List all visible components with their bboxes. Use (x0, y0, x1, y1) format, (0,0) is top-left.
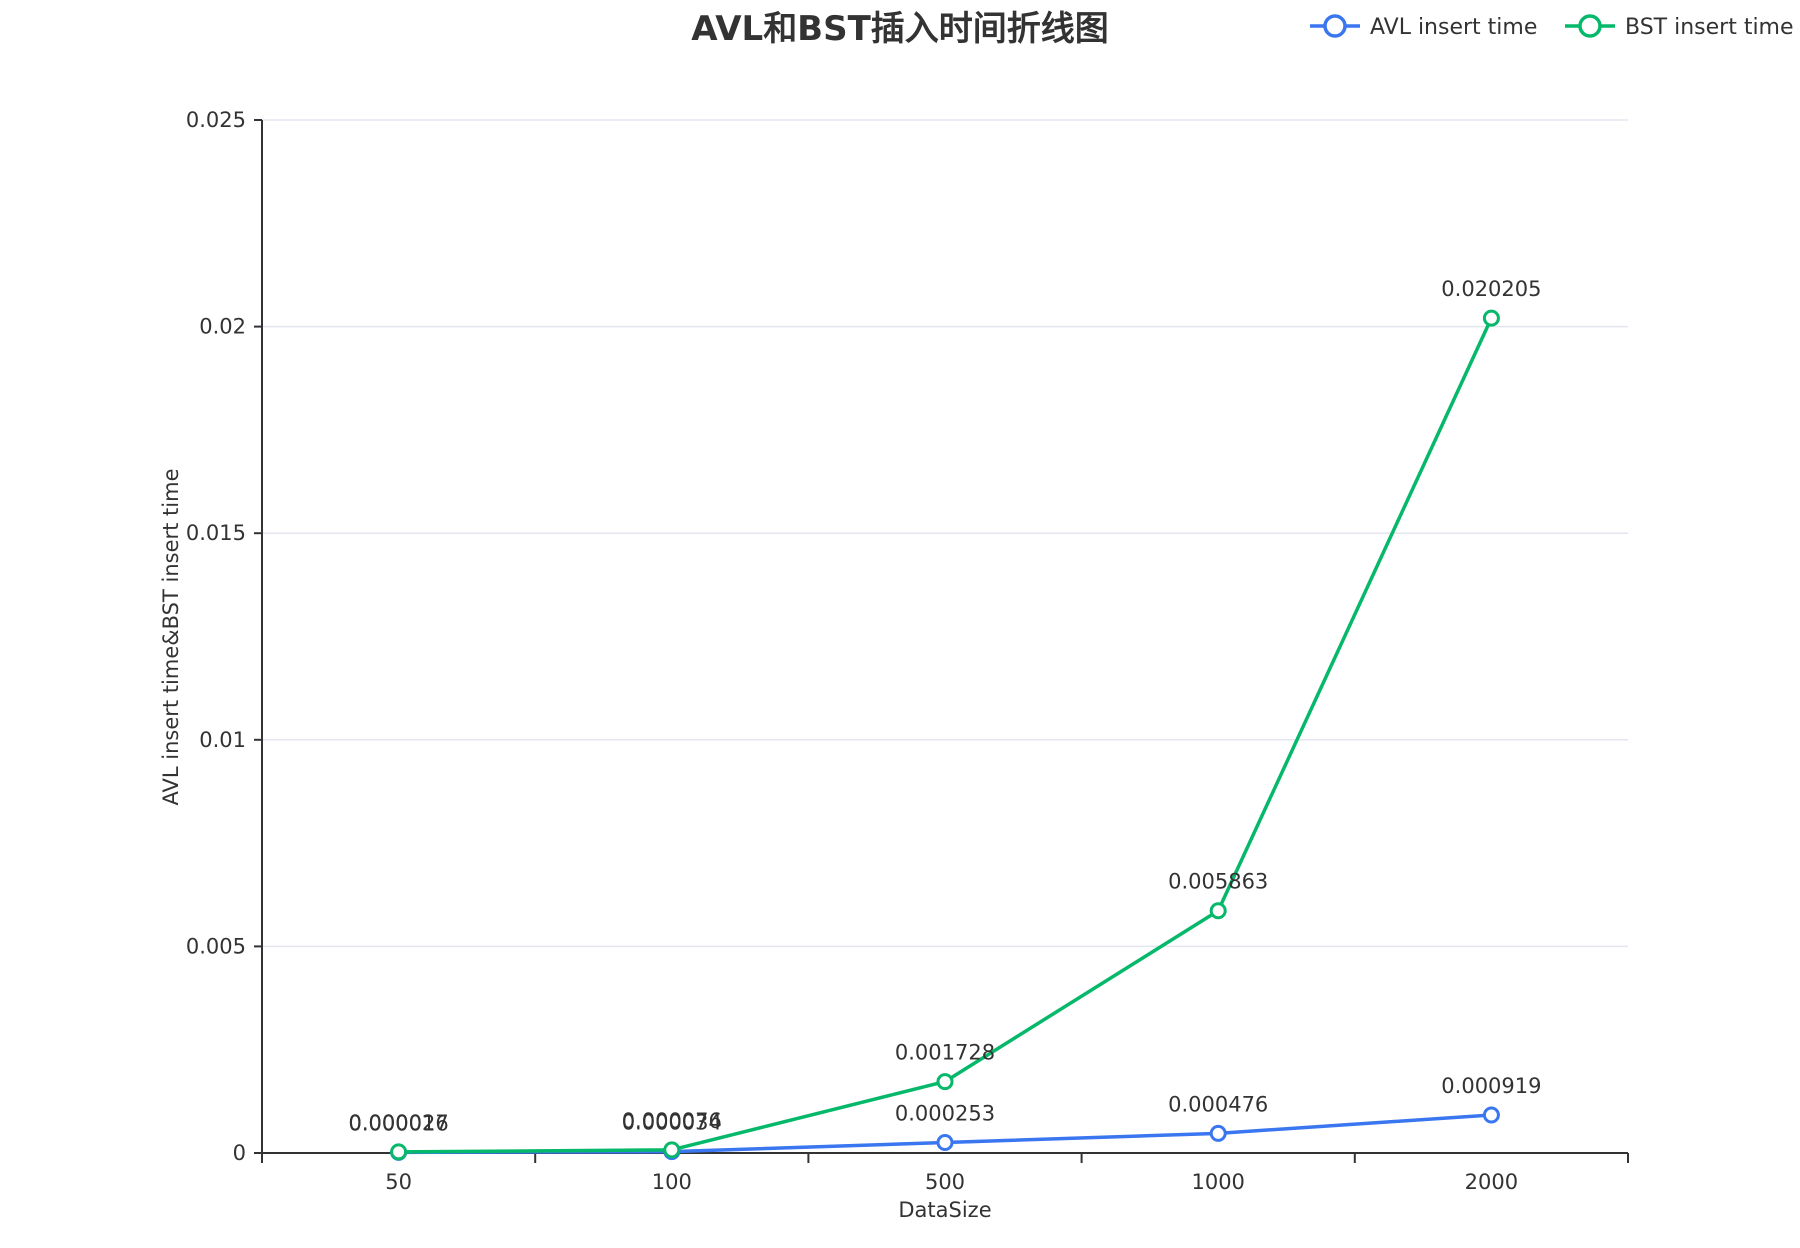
y-tick-label: 0 (233, 1141, 246, 1165)
legend: AVL insert time BST insert time (1310, 14, 1794, 40)
data-label: 0.001728 (895, 1041, 995, 1065)
series-line-1 (398, 317, 1493, 1154)
data-label: 0.000034 (622, 1111, 722, 1135)
data-label: 0.000027 (348, 1111, 448, 1135)
data-labels: 0.000016 0.000034 0.000253 0.000476 0.000919… (348, 277, 1541, 1135)
x-tick-label: 500 (925, 1170, 965, 1194)
legend-marker-0 (1323, 14, 1347, 38)
y-tick-label: 0.005 (186, 934, 246, 958)
x-tick-label: 50 (385, 1170, 412, 1194)
data-point (663, 1141, 681, 1159)
data-point (1209, 902, 1227, 920)
legend-marker-1 (1578, 14, 1602, 38)
data-point (1209, 1124, 1227, 1142)
grid-lines (262, 119, 1628, 948)
series-group (390, 309, 1500, 1161)
data-point (936, 1073, 954, 1091)
chart-title: AVL和BST插入时间折线图 (691, 9, 1109, 49)
y-tick-label: 0.01 (199, 728, 246, 752)
data-point (1482, 1106, 1500, 1124)
y-axis-title: AVL insert time&BST insert time (159, 469, 183, 806)
data-label: 0.000253 (895, 1102, 995, 1126)
data-point (1482, 309, 1500, 327)
x-tick-label: 100 (652, 1170, 692, 1194)
y-tick-label: 0.025 (186, 108, 246, 132)
axes: 0 0.005 0.01 0.015 0.02 0.025 50 100 500 1000 2000 (186, 108, 1629, 1194)
data-label: 0.005863 (1168, 870, 1268, 894)
data-label: 0.000016 (348, 1111, 448, 1135)
data-label: 0.000919 (1441, 1074, 1541, 1098)
data-point (390, 1143, 408, 1161)
data-label: 0.000076 (622, 1109, 722, 1133)
data-label: 0.000476 (1168, 1092, 1268, 1116)
y-tick-label: 0.02 (199, 315, 246, 339)
x-tick-label: 2000 (1465, 1170, 1518, 1194)
legend-label: AVL insert time (1370, 15, 1537, 40)
legend-label: BST insert time (1625, 15, 1794, 40)
y-tick-label: 0.015 (186, 521, 246, 545)
x-tick-label: 1000 (1191, 1170, 1244, 1194)
x-axis-title: DataSize (898, 1198, 991, 1222)
data-point (936, 1134, 954, 1152)
data-label: 0.020205 (1441, 277, 1541, 301)
